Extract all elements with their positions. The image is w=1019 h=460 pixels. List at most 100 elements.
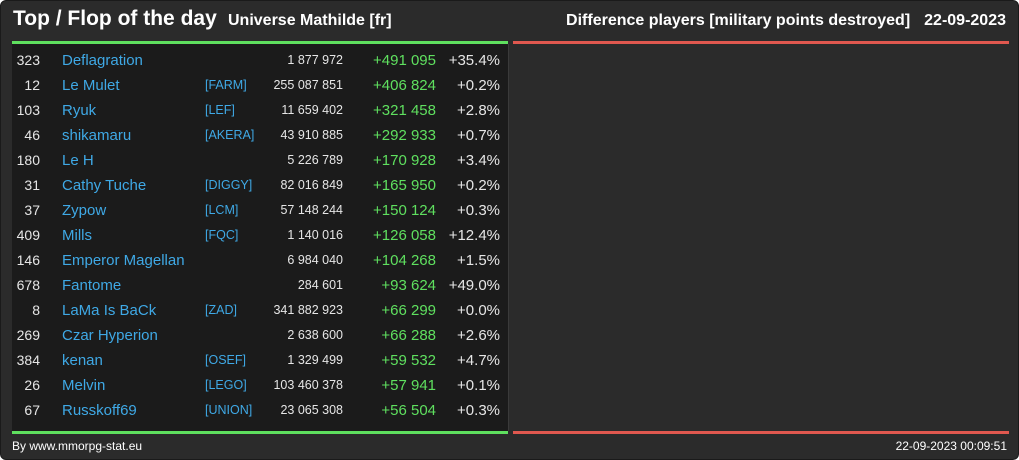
percent-change: +3.4% [457, 152, 500, 169]
percent-change: +0.0% [457, 302, 500, 319]
player-name-link[interactable]: Russkoff69 [62, 402, 137, 419]
player-row: 146 Emperor Magellan 6 984 040 +104 268 +1.5… [12, 248, 509, 273]
points-difference: +93 624 [381, 277, 436, 294]
player-name-link[interactable]: Zypow [62, 202, 107, 219]
points-difference: +150 124 [373, 202, 436, 219]
points-difference: +491 095 [373, 52, 436, 69]
player-points: 11 659 402 [281, 103, 343, 117]
player-row: 46 shikamaru [AKERA] 43 910 885 +292 933 +0.7… [12, 123, 509, 148]
alliance-tag-link[interactable]: [LEF] [205, 103, 235, 117]
alliance-tag-link[interactable]: [ZAD] [205, 303, 237, 317]
player-name-link[interactable]: Emperor Magellan [62, 252, 185, 269]
player-points: 6 984 040 [287, 253, 343, 267]
top-players-panel: 323 Deflagration 1 877 972 +491 095 +35.4% 12… [12, 44, 509, 431]
player-row: 103 Ryuk [LEF] 11 659 402 +321 458 +2.8% [12, 98, 509, 123]
player-rank: 8 [32, 302, 40, 318]
player-row: 409 Mills [FQC] 1 140 016 +126 058 +12.4% [12, 223, 509, 248]
percent-change: +35.4% [448, 52, 500, 69]
player-name-link[interactable]: Le Mulet [62, 77, 120, 94]
report-date: 22-09-2023 [924, 12, 1006, 29]
player-points: 1 329 499 [287, 353, 343, 367]
player-name-link[interactable]: Fantome [62, 277, 122, 294]
player-rank: 26 [24, 377, 40, 393]
alliance-tag-link[interactable]: [FARM] [205, 78, 247, 92]
player-name-link[interactable]: Ryuk [62, 102, 97, 119]
alliance-tag-link[interactable]: [LEGO] [205, 378, 247, 392]
alliance-tag-link[interactable]: [LCM] [205, 203, 239, 217]
points-difference: +292 933 [373, 127, 436, 144]
points-difference: +126 058 [373, 227, 436, 244]
percent-change: +0.2% [457, 177, 500, 194]
alliance-tag-link[interactable]: [DIGGY] [205, 178, 253, 192]
player-rank: 37 [24, 202, 40, 218]
player-rank: 269 [16, 327, 40, 343]
player-name-link[interactable]: Melvin [62, 377, 106, 394]
player-row: 26 Melvin [LEGO] 103 460 378 +57 941 +0.1% [12, 373, 509, 398]
player-rank: 31 [24, 177, 40, 193]
alliance-tag-link[interactable]: [UNION] [205, 403, 253, 417]
percent-change: +2.8% [457, 102, 500, 119]
generated-timestamp: 22-09-2023 00:09:51 [895, 439, 1007, 453]
player-name-link[interactable]: kenan [62, 352, 103, 369]
points-difference: +66 299 [381, 302, 436, 319]
percent-change: +49.0% [448, 277, 500, 294]
player-rank: 409 [16, 227, 40, 243]
flop-players-panel [513, 44, 1009, 431]
page-title: Top / Flop of the day [13, 7, 217, 30]
points-difference: +165 950 [373, 177, 436, 194]
top-players-list: 323 Deflagration 1 877 972 +491 095 +35.4% 12… [12, 48, 509, 423]
player-points: 341 882 923 [273, 303, 343, 317]
percent-change: +0.7% [457, 127, 500, 144]
player-rank: 678 [16, 277, 40, 293]
player-name-link[interactable]: Deflagration [62, 52, 143, 69]
player-row: 323 Deflagration 1 877 972 +491 095 +35.4% [12, 48, 509, 73]
percent-change: +2.6% [457, 327, 500, 344]
top-panel-top-divider [12, 41, 508, 44]
player-rank: 180 [16, 152, 40, 168]
player-rank: 12 [24, 77, 40, 93]
player-name-link[interactable]: Le H [62, 152, 94, 169]
percent-change: +0.3% [457, 202, 500, 219]
player-row: 269 Czar Hyperion 2 638 600 +66 288 +2.6% [12, 323, 509, 348]
player-points: 57 148 244 [280, 203, 343, 217]
player-name-link[interactable]: shikamaru [62, 127, 132, 144]
player-points: 5 226 789 [287, 153, 343, 167]
site-credit[interactable]: By www.mmorpg-stat.eu [12, 439, 143, 453]
points-difference: +57 941 [381, 377, 436, 394]
player-row: 67 Russkoff69 [UNION] 23 065 308 +56 504 +0.3… [12, 398, 509, 423]
percent-change: +0.2% [457, 77, 500, 94]
points-difference: +321 458 [373, 102, 436, 119]
alliance-tag-link[interactable]: [OSEF] [205, 353, 246, 367]
player-rank: 67 [24, 402, 40, 418]
points-difference: +104 268 [373, 252, 436, 269]
universe-label: Universe Mathilde [fr] [228, 12, 392, 29]
player-points: 1 140 016 [287, 228, 343, 242]
player-points: 255 087 851 [273, 78, 343, 92]
player-name-link[interactable]: Czar Hyperion [62, 327, 158, 344]
player-points: 284 601 [297, 278, 343, 292]
player-rank: 103 [16, 102, 40, 118]
player-row: 384 kenan [OSEF] 1 329 499 +59 532 +4.7% [12, 348, 509, 373]
player-rank: 323 [16, 52, 40, 68]
player-name-link[interactable]: LaMa Is BaCk [62, 302, 157, 319]
player-rank: 384 [16, 352, 40, 368]
points-difference: +66 288 [381, 327, 436, 344]
player-row: 8 LaMa Is BaCk [ZAD] 341 882 923 +66 299 +0.0… [12, 298, 509, 323]
player-points: 43 910 885 [280, 128, 343, 142]
player-points: 82 016 849 [280, 178, 343, 192]
alliance-tag-link[interactable]: [FQC] [205, 228, 239, 242]
player-name-link[interactable]: Mills [62, 227, 92, 244]
player-rank: 46 [24, 127, 40, 143]
player-row: 37 Zypow [LCM] 57 148 244 +150 124 +0.3% [12, 198, 509, 223]
alliance-tag-link[interactable]: [AKERA] [205, 128, 255, 142]
player-points: 2 638 600 [287, 328, 343, 342]
top-panel-bottom-divider [12, 431, 508, 434]
percent-change: +12.4% [448, 227, 500, 244]
stat-type-label: Difference players [military points dest… [566, 12, 911, 29]
player-points: 23 065 308 [280, 403, 343, 417]
player-name-link[interactable]: Cathy Tuche [62, 177, 147, 194]
player-points: 103 460 378 [273, 378, 343, 392]
stat-description: Difference players [military points dest… [566, 12, 1006, 30]
player-row: 12 Le Mulet [FARM] 255 087 851 +406 824 +0.2% [12, 73, 509, 98]
